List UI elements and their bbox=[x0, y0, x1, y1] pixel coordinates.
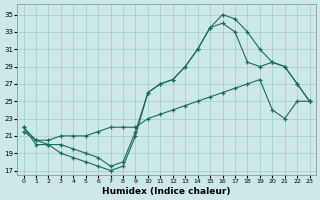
X-axis label: Humidex (Indice chaleur): Humidex (Indice chaleur) bbox=[102, 187, 231, 196]
